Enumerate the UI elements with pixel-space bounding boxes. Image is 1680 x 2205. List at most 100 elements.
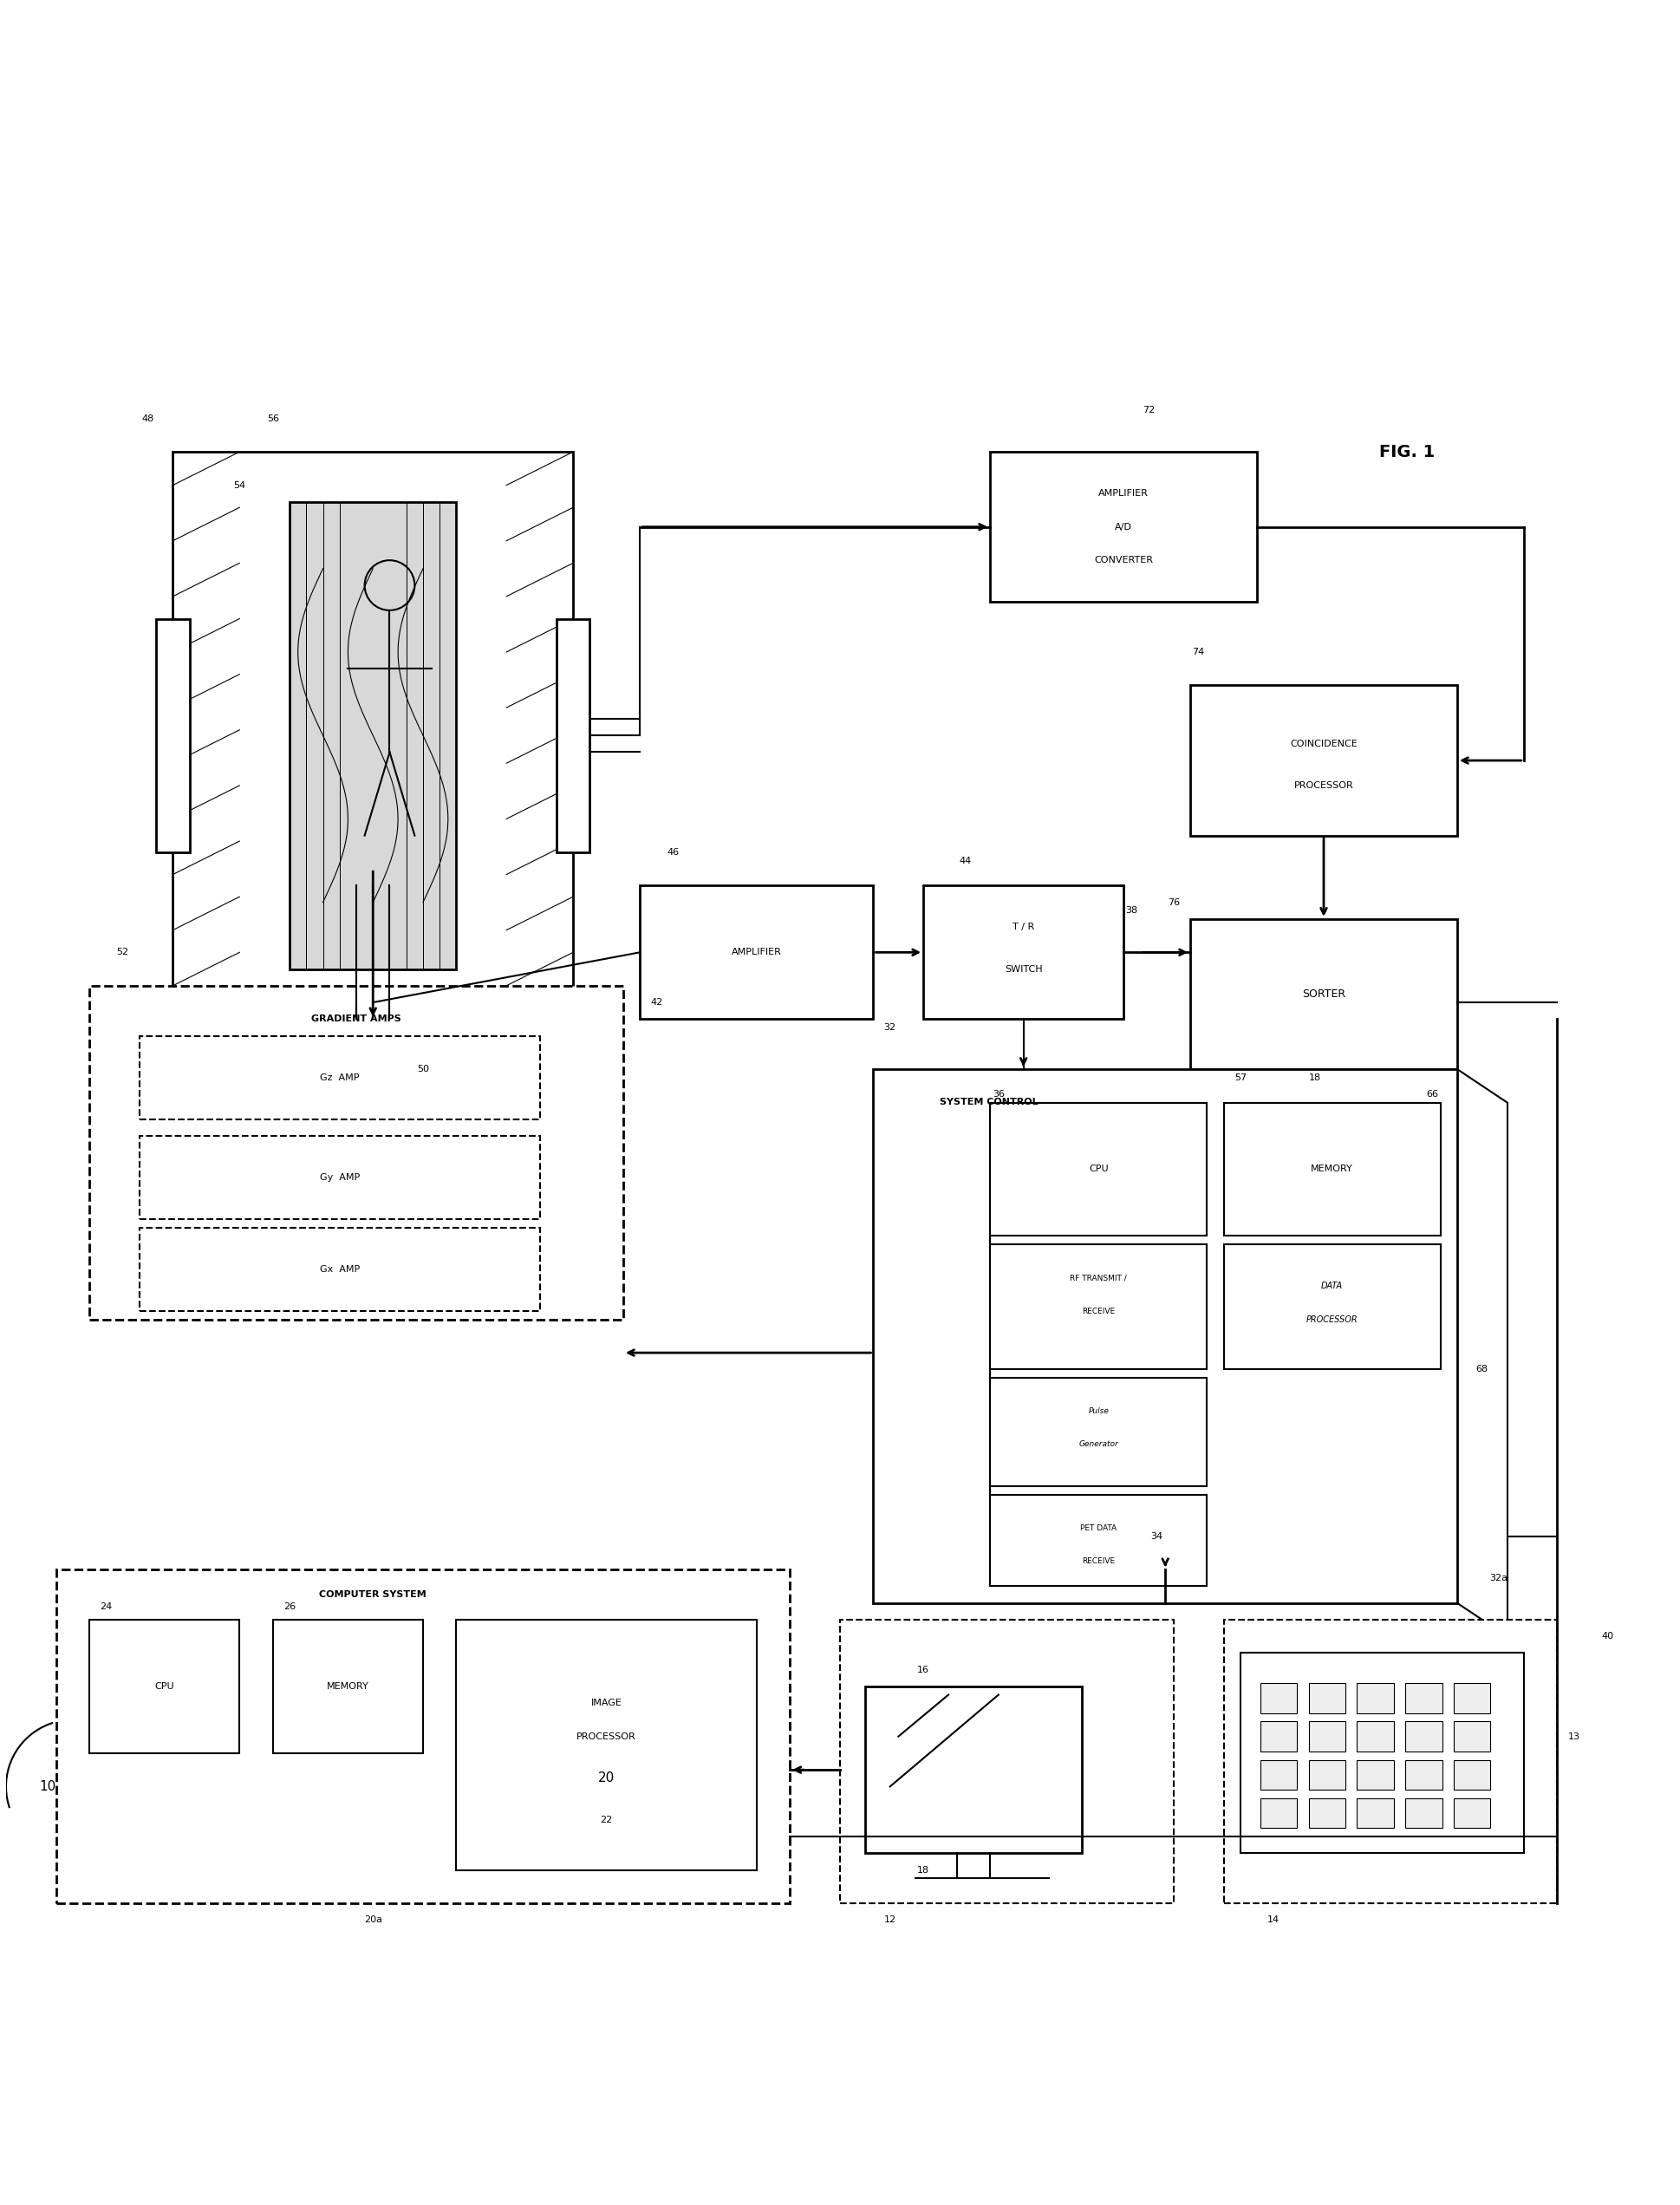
Text: SORTER: SORTER [1302, 988, 1346, 999]
Text: 22: 22 [600, 1815, 613, 1824]
Text: MEMORY: MEMORY [328, 1682, 370, 1691]
Text: 26: 26 [284, 1603, 296, 1610]
FancyBboxPatch shape [1309, 1760, 1346, 1790]
Text: 72: 72 [1142, 406, 1154, 415]
Text: AMPLIFIER: AMPLIFIER [1099, 490, 1149, 498]
Text: 74: 74 [1193, 648, 1205, 657]
FancyBboxPatch shape [289, 503, 457, 968]
Text: 76: 76 [1168, 897, 1179, 906]
FancyBboxPatch shape [457, 1621, 756, 1870]
FancyBboxPatch shape [1309, 1722, 1346, 1751]
Text: A/D: A/D [1116, 523, 1132, 531]
Text: 40: 40 [1601, 1632, 1613, 1641]
Text: PROCESSOR: PROCESSOR [576, 1733, 637, 1740]
Text: MEMORY: MEMORY [1310, 1164, 1352, 1173]
FancyBboxPatch shape [1406, 1682, 1441, 1713]
Text: 48: 48 [141, 415, 155, 423]
Text: 34: 34 [1151, 1532, 1163, 1541]
FancyBboxPatch shape [1260, 1682, 1297, 1713]
FancyBboxPatch shape [139, 1136, 539, 1219]
Text: 68: 68 [1477, 1365, 1488, 1374]
Text: FIG. 1: FIG. 1 [1379, 443, 1435, 461]
FancyBboxPatch shape [1453, 1682, 1490, 1713]
FancyBboxPatch shape [89, 1621, 240, 1753]
Text: 20: 20 [598, 1771, 615, 1784]
Text: 16: 16 [917, 1665, 929, 1674]
FancyBboxPatch shape [55, 1570, 790, 1903]
Text: 44: 44 [959, 856, 971, 864]
FancyBboxPatch shape [272, 1621, 423, 1753]
Text: 50: 50 [417, 1065, 428, 1074]
Text: SYSTEM CONTROL: SYSTEM CONTROL [941, 1098, 1038, 1107]
FancyBboxPatch shape [1357, 1722, 1394, 1751]
FancyBboxPatch shape [1260, 1799, 1297, 1828]
Text: SWITCH: SWITCH [1005, 966, 1042, 972]
FancyBboxPatch shape [990, 1378, 1206, 1486]
Text: 24: 24 [99, 1603, 113, 1610]
Text: DATA: DATA [1320, 1281, 1342, 1290]
FancyBboxPatch shape [1453, 1799, 1490, 1828]
FancyBboxPatch shape [990, 1495, 1206, 1585]
FancyBboxPatch shape [1223, 1244, 1440, 1369]
FancyBboxPatch shape [1189, 919, 1457, 1069]
FancyBboxPatch shape [1453, 1722, 1490, 1751]
FancyBboxPatch shape [1406, 1799, 1441, 1828]
FancyBboxPatch shape [1189, 686, 1457, 836]
Text: 18: 18 [1309, 1074, 1322, 1083]
Text: AMPLIFIER: AMPLIFIER [731, 948, 781, 957]
FancyBboxPatch shape [156, 620, 190, 853]
Text: Generator: Generator [1079, 1440, 1119, 1449]
Text: COINCIDENCE: COINCIDENCE [1290, 739, 1357, 747]
FancyBboxPatch shape [1260, 1760, 1297, 1790]
Text: PET DATA: PET DATA [1080, 1524, 1117, 1532]
FancyBboxPatch shape [1453, 1760, 1490, 1790]
Text: 56: 56 [267, 415, 279, 423]
FancyBboxPatch shape [1309, 1799, 1346, 1828]
FancyBboxPatch shape [1357, 1682, 1394, 1713]
Text: 14: 14 [1267, 1916, 1280, 1925]
FancyBboxPatch shape [990, 1244, 1206, 1369]
Text: Pulse: Pulse [1089, 1407, 1109, 1416]
Text: PROCESSOR: PROCESSOR [1294, 781, 1354, 789]
FancyBboxPatch shape [139, 1036, 539, 1120]
FancyBboxPatch shape [990, 1102, 1206, 1237]
Text: CPU: CPU [1089, 1164, 1109, 1173]
Text: Gy  AMP: Gy AMP [319, 1173, 360, 1182]
Text: 32a: 32a [1490, 1574, 1509, 1583]
Text: GRADIENT AMPS: GRADIENT AMPS [311, 1014, 402, 1023]
Text: RECEIVE: RECEIVE [1082, 1557, 1116, 1566]
FancyBboxPatch shape [874, 1069, 1457, 1603]
FancyBboxPatch shape [1223, 1621, 1557, 1903]
FancyBboxPatch shape [1223, 1102, 1440, 1237]
Text: 32: 32 [884, 1023, 895, 1032]
Text: 13: 13 [1567, 1733, 1579, 1740]
Text: 18: 18 [917, 1865, 929, 1874]
Text: CONVERTER: CONVERTER [1094, 556, 1152, 564]
Text: 52: 52 [116, 948, 129, 957]
Text: CPU: CPU [155, 1682, 175, 1691]
Text: COMPUTER SYSTEM: COMPUTER SYSTEM [319, 1590, 427, 1599]
Text: RECEIVE: RECEIVE [1082, 1308, 1116, 1314]
FancyBboxPatch shape [1240, 1654, 1524, 1852]
Text: 10: 10 [39, 1779, 55, 1793]
Text: RF TRANSMIT /: RF TRANSMIT / [1070, 1274, 1127, 1281]
FancyBboxPatch shape [1309, 1682, 1346, 1713]
FancyBboxPatch shape [990, 452, 1257, 602]
FancyBboxPatch shape [556, 620, 590, 853]
FancyBboxPatch shape [840, 1621, 1174, 1903]
FancyBboxPatch shape [1260, 1722, 1297, 1751]
FancyBboxPatch shape [173, 452, 573, 1019]
Text: T / R: T / R [1013, 924, 1035, 933]
FancyBboxPatch shape [640, 886, 874, 1019]
FancyBboxPatch shape [924, 886, 1124, 1019]
Text: 38: 38 [1126, 906, 1137, 915]
FancyBboxPatch shape [1406, 1722, 1441, 1751]
Text: 57: 57 [1235, 1074, 1247, 1083]
Text: 20a: 20a [365, 1916, 381, 1925]
FancyBboxPatch shape [1406, 1760, 1441, 1790]
FancyBboxPatch shape [865, 1687, 1082, 1852]
FancyBboxPatch shape [89, 986, 623, 1319]
FancyBboxPatch shape [1357, 1799, 1394, 1828]
Text: 54: 54 [234, 481, 245, 490]
Text: Gz  AMP: Gz AMP [319, 1074, 360, 1083]
